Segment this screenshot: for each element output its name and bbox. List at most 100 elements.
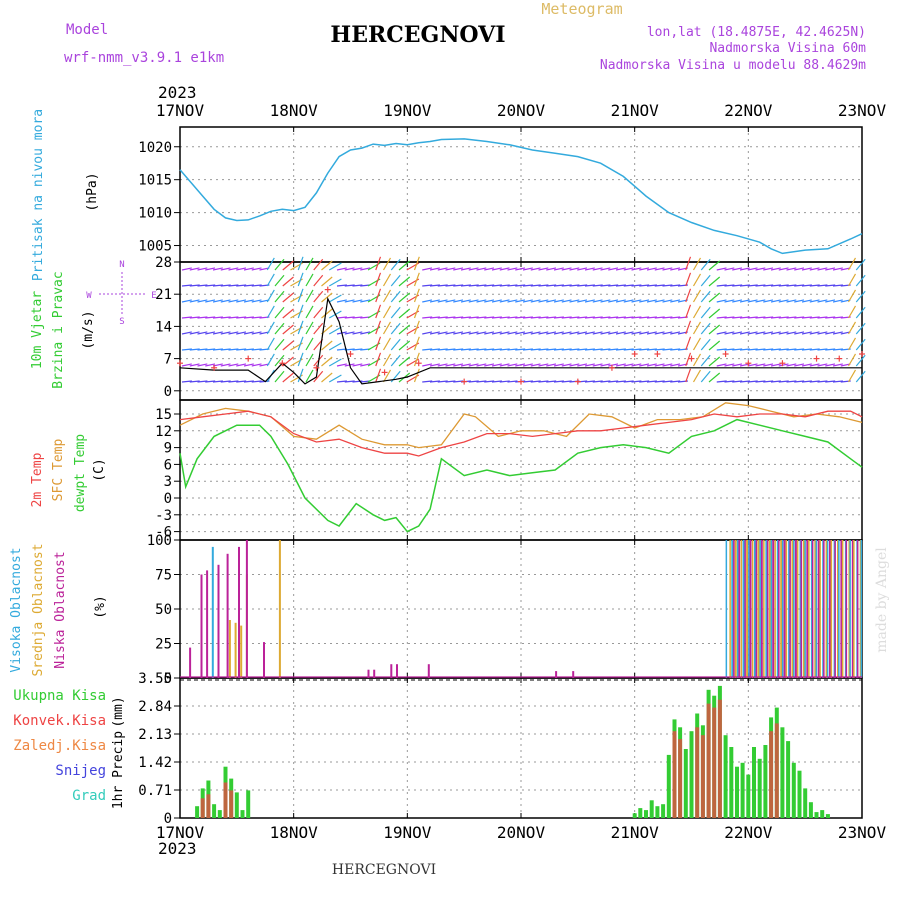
wind-barb: [205, 267, 216, 271]
wind-barb: [685, 320, 692, 335]
ytick-label: 0: [164, 491, 172, 507]
wind-barb: [592, 284, 603, 287]
wind-barb: [297, 336, 304, 351]
wind-barb: [305, 369, 314, 383]
wind-barb: [429, 316, 440, 319]
low-cloud-bar: [783, 540, 786, 678]
wind-barb: [445, 299, 456, 303]
wind-barb: [654, 348, 665, 351]
wind-barb: [375, 272, 382, 287]
wind-barb: [422, 348, 433, 351]
wind-barb: [352, 331, 363, 335]
wind-barb: [476, 267, 487, 271]
wind-barb: [708, 260, 721, 271]
wind-barb: [855, 306, 866, 319]
wind-barb: [352, 363, 363, 367]
wind-barb: [847, 353, 857, 367]
wind-barb: [561, 267, 572, 271]
wind-barb: [437, 348, 448, 351]
wind-barb: [321, 356, 333, 367]
wind-barb: [313, 370, 324, 383]
wind-barb: [189, 380, 200, 383]
wind-barb: [236, 299, 247, 303]
precip-ylabel: Ukupna Kisa Konvek.Kisa Zaledj.Kisa Snij…: [13, 688, 126, 809]
wind-barb: [832, 267, 843, 271]
wind-barb: [646, 284, 657, 287]
high-cloud-bar: [211, 546, 214, 678]
wind-barb: [553, 348, 564, 351]
total-precip-bar: [752, 747, 756, 818]
wind-barb: [352, 348, 363, 351]
wind-barb: [274, 306, 285, 319]
wind-barb: [801, 299, 812, 303]
wind-barb: [716, 267, 727, 271]
station-title: HERCEGNOVI: [330, 22, 505, 48]
wind-barb: [328, 326, 342, 335]
wind-barb: [321, 372, 333, 383]
cloud-ylabel: Visoka Oblacnost Srednja Oblacnost Niska…: [9, 543, 108, 676]
panels: 10201015101010052821147015129630-3-61007…: [138, 126, 866, 827]
total-precip-bar: [666, 754, 671, 818]
overcast-bar: [856, 540, 859, 678]
wind-barb: [692, 353, 702, 367]
low-cloud-bar: [200, 574, 203, 678]
wind-barb: [732, 380, 743, 383]
total-precip-bar: [746, 774, 751, 818]
wind-barb: [608, 363, 619, 367]
wind-barb: [212, 299, 223, 303]
overcast-bar: [774, 540, 776, 678]
wind-barb: [336, 267, 347, 271]
overcast-bar: [808, 540, 810, 678]
wind-barb: [398, 356, 411, 367]
wind-barb: [197, 380, 208, 383]
wind-barb: [832, 380, 843, 383]
wind-barb: [584, 299, 595, 303]
ytick-label: 1010: [138, 206, 172, 222]
conv-precip-bar: [695, 727, 700, 818]
wind-barb: [608, 299, 619, 303]
top-tick-label: 19NOV: [383, 101, 432, 120]
wind-barb: [724, 363, 735, 367]
wind-barb: [437, 331, 448, 335]
wind-barb: [685, 256, 692, 271]
ytick-label: 1020: [138, 140, 172, 156]
wind-barb: [189, 316, 200, 319]
total-precip-bar: [820, 810, 825, 818]
low-cloud-bar: [217, 564, 220, 678]
wind-barb: [739, 299, 750, 303]
wind-barb: [847, 305, 857, 319]
wind-barb: [522, 267, 533, 271]
wind-barb: [297, 256, 304, 271]
wind-barb: [794, 331, 805, 335]
wind-barb: [297, 304, 304, 319]
wind-barb: [305, 337, 314, 351]
total-precip-bar: [246, 790, 251, 818]
wind-barb: [615, 316, 626, 319]
wind-barb: [561, 299, 572, 303]
wind-label-1: 10m Vjetar: [30, 291, 45, 369]
wind-barb: [460, 299, 471, 303]
low-cloud-bar: [555, 671, 558, 678]
wind-barb: [569, 284, 580, 287]
overcast-bar: [796, 540, 799, 678]
wind-barb: [189, 267, 200, 271]
wind-barb: [546, 348, 557, 351]
wind-barb: [297, 368, 304, 383]
wind-barb: [770, 299, 781, 303]
total-precip-bar: [729, 747, 734, 818]
wind-barb: [538, 299, 549, 303]
wind-barb: [786, 299, 797, 303]
wind-barb: [724, 348, 735, 351]
wind-barb: [631, 348, 642, 351]
wind-barb: [739, 380, 750, 383]
wind-barb: [708, 372, 721, 383]
ytick-label: 50: [155, 602, 172, 618]
wind-barb: [662, 348, 673, 351]
wind-barb: [809, 363, 820, 367]
wind-barb: [297, 288, 304, 303]
wind-barb: [817, 284, 828, 287]
wind-barb: [251, 331, 262, 335]
wind-barb: [282, 260, 294, 271]
wind-barb: [491, 348, 502, 351]
wind-barb: [251, 284, 262, 287]
